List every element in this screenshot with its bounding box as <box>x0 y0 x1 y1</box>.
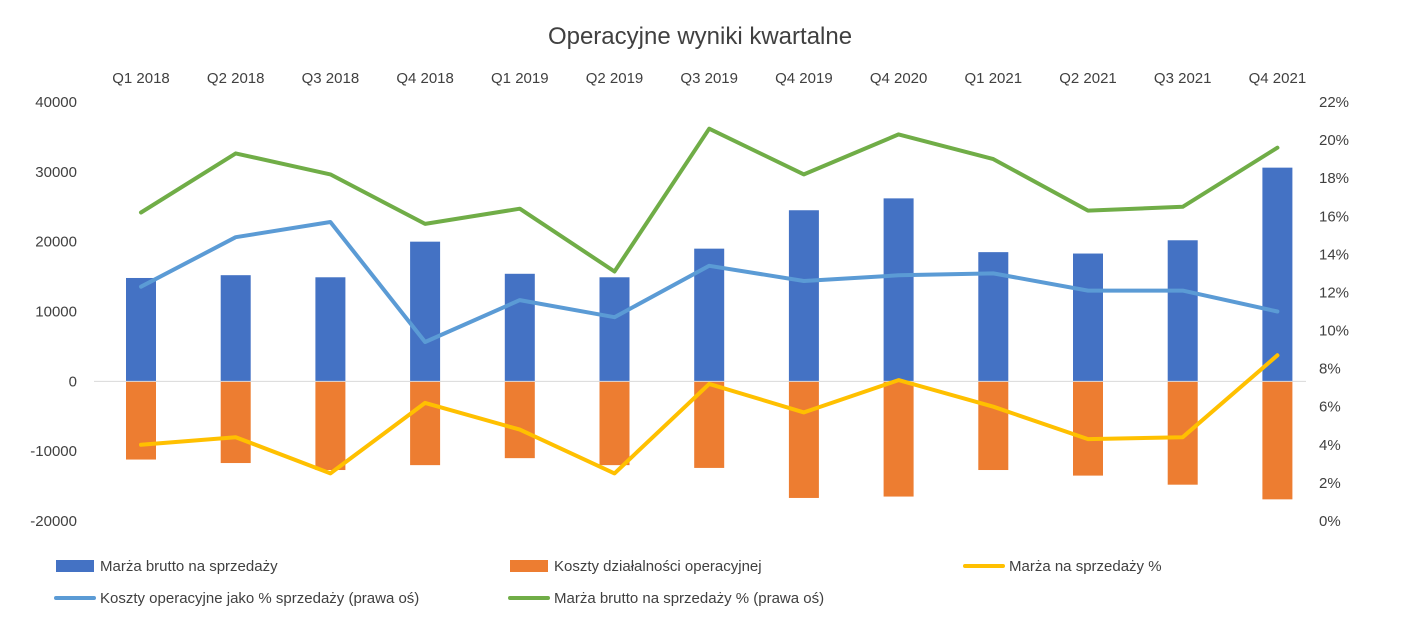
category-label: Q3 2018 <box>302 70 360 87</box>
bar <box>315 277 346 382</box>
legend: Marża brutto na sprzedaży Koszty działaln… <box>54 558 1162 607</box>
bar <box>315 381 346 471</box>
bar <box>220 381 251 464</box>
right-tick-label: 2% <box>1319 475 1341 492</box>
left-tick-label: 10000 <box>35 304 77 321</box>
bar <box>126 277 156 382</box>
left-tick-label: -20000 <box>30 513 77 530</box>
category-label: Q4 2018 <box>396 70 454 87</box>
category-label: Q1 2021 <box>965 70 1023 87</box>
left-tick-label: -10000 <box>30 443 77 460</box>
bar <box>410 381 441 466</box>
bar <box>883 381 914 497</box>
bar <box>788 210 819 382</box>
bar <box>599 277 630 382</box>
bar <box>883 198 914 382</box>
right-tick-label: 22% <box>1319 94 1349 111</box>
right-tick-label: 16% <box>1319 208 1349 225</box>
legend-label: Marża brutto na sprzedaży <box>100 558 278 575</box>
legend-label: Koszty operacyjne jako % sprzedaży (praw… <box>100 590 419 607</box>
category-label: Q1 2018 <box>112 70 170 87</box>
bar <box>1167 381 1198 485</box>
right-tick-label: 10% <box>1319 323 1349 340</box>
bar <box>1262 167 1293 382</box>
bar <box>978 381 1009 471</box>
category-label: Q2 2021 <box>1059 70 1117 87</box>
bar <box>599 381 630 466</box>
bar <box>788 381 819 498</box>
category-axis: Q1 2018 Q2 2018 Q3 2018 Q4 2018 Q1 2019 Q2 20… <box>112 70 1306 87</box>
left-axis: 40000 30000 20000 10000 0 -10000 -20000 <box>30 94 77 530</box>
left-tick-label: 30000 <box>35 164 77 181</box>
chart-title: Operacyjne wyniki kwartalne <box>548 23 852 50</box>
category-label: Q1 2019 <box>491 70 549 87</box>
right-tick-label: 6% <box>1319 399 1341 416</box>
category-label: Q3 2021 <box>1154 70 1212 87</box>
right-tick-label: 14% <box>1319 246 1349 263</box>
category-label: Q4 2019 <box>775 70 833 87</box>
right-axis: 22% 20% 18% 16% 14% 12% 10% 8% 6% 4% 2% 0% <box>1319 94 1349 530</box>
category-label: Q2 2019 <box>586 70 644 87</box>
legend-swatch <box>56 560 94 572</box>
bar <box>410 241 441 382</box>
legend-label: Marża na sprzedaży % <box>1009 558 1162 575</box>
bar <box>1262 381 1293 500</box>
category-label: Q2 2018 <box>207 70 265 87</box>
right-tick-label: 12% <box>1319 284 1349 301</box>
legend-swatch <box>510 560 548 572</box>
bar <box>1167 240 1198 382</box>
category-label: Q4 2021 <box>1249 70 1307 87</box>
bar-series <box>126 167 1293 500</box>
bar <box>504 381 535 459</box>
right-tick-label: 8% <box>1319 361 1341 378</box>
series-line <box>139 220 1280 344</box>
right-tick-label: 4% <box>1319 437 1341 454</box>
left-tick-label: 20000 <box>35 234 77 251</box>
bar <box>1073 381 1103 476</box>
bar <box>1073 253 1103 382</box>
legend-label: Koszty działalności operacyjnej <box>554 558 762 575</box>
right-tick-label: 18% <box>1319 170 1349 187</box>
bar <box>220 275 251 382</box>
left-tick-label: 0 <box>69 373 77 390</box>
series-line <box>139 126 1280 274</box>
right-tick-label: 0% <box>1319 513 1341 530</box>
legend-label: Marża brutto na sprzedaży % (prawa oś) <box>554 590 824 607</box>
category-label: Q3 2019 <box>680 70 738 87</box>
category-label: Q4 2020 <box>870 70 928 87</box>
series-line <box>139 353 1280 476</box>
bar <box>126 381 156 460</box>
bar <box>504 273 535 382</box>
left-tick-label: 40000 <box>35 94 77 111</box>
line-series <box>139 126 1280 476</box>
right-tick-label: 20% <box>1319 132 1349 149</box>
